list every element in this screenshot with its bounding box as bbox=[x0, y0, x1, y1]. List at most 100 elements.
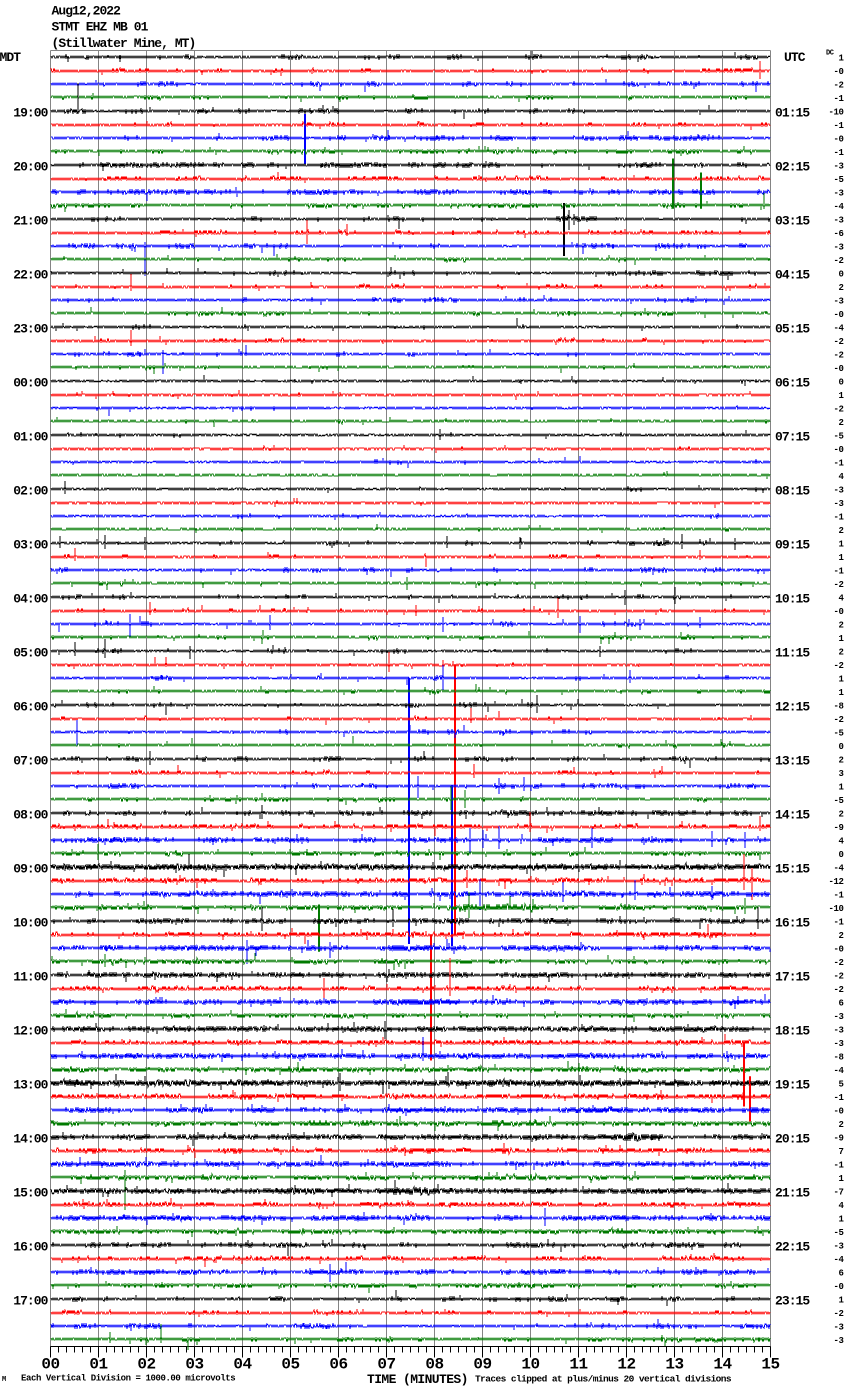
svg-text:-5: -5 bbox=[833, 1228, 843, 1238]
svg-text:4: 4 bbox=[838, 472, 844, 482]
svg-text:-0: -0 bbox=[833, 445, 843, 455]
svg-text:4: 4 bbox=[838, 837, 844, 847]
svg-text:21:15: 21:15 bbox=[775, 1186, 810, 1201]
svg-text:-0: -0 bbox=[833, 135, 843, 145]
svg-text:-3: -3 bbox=[833, 1012, 843, 1022]
svg-text:4: 4 bbox=[838, 1201, 844, 1211]
svg-text:00:00: 00:00 bbox=[13, 376, 48, 391]
svg-text:1: 1 bbox=[838, 540, 844, 550]
svg-text:10:15: 10:15 bbox=[775, 592, 810, 607]
svg-text:03: 03 bbox=[185, 1356, 203, 1374]
svg-text:-2: -2 bbox=[833, 81, 843, 91]
svg-text:-0: -0 bbox=[833, 945, 843, 955]
svg-text:07:15: 07:15 bbox=[775, 430, 810, 445]
svg-text:-10: -10 bbox=[828, 108, 843, 118]
svg-text:2: 2 bbox=[838, 283, 843, 293]
svg-text:21:00: 21:00 bbox=[13, 214, 48, 229]
svg-text:-2: -2 bbox=[833, 256, 843, 266]
svg-text:-1: -1 bbox=[833, 1093, 844, 1103]
svg-text:-2: -2 bbox=[833, 337, 843, 347]
svg-text:05: 05 bbox=[281, 1356, 299, 1374]
svg-text:23:00: 23:00 bbox=[13, 322, 48, 337]
svg-text:13:00: 13:00 bbox=[13, 1078, 48, 1093]
svg-text:-3: -3 bbox=[833, 1242, 843, 1252]
svg-text:14:15: 14:15 bbox=[775, 808, 810, 823]
svg-text:-1: -1 bbox=[833, 121, 844, 131]
svg-text:-3: -3 bbox=[833, 243, 843, 253]
svg-text:UTC: UTC bbox=[784, 50, 806, 65]
svg-text:-4: -4 bbox=[833, 1255, 844, 1265]
svg-text:16:15: 16:15 bbox=[775, 916, 810, 931]
svg-text:08:00: 08:00 bbox=[13, 808, 48, 823]
svg-text:-2: -2 bbox=[833, 580, 843, 590]
svg-text:11: 11 bbox=[569, 1356, 587, 1374]
svg-text:STMT EHZ MB 01: STMT EHZ MB 01 bbox=[52, 20, 149, 35]
svg-text:-0: -0 bbox=[833, 607, 843, 617]
svg-text:Traces clipped at plus/minus 2: Traces clipped at plus/minus 20 vertical… bbox=[475, 1374, 732, 1385]
svg-text:-8: -8 bbox=[833, 1053, 843, 1063]
svg-text:01:15: 01:15 bbox=[775, 106, 810, 121]
svg-text:13:15: 13:15 bbox=[775, 754, 810, 769]
svg-text:-4: -4 bbox=[833, 324, 844, 334]
svg-text:1: 1 bbox=[838, 688, 844, 698]
svg-text:-10: -10 bbox=[828, 904, 843, 914]
svg-text:-3: -3 bbox=[833, 1026, 843, 1036]
svg-text:-2: -2 bbox=[833, 1309, 843, 1319]
svg-text:06:15: 06:15 bbox=[775, 376, 810, 391]
svg-text:11:15: 11:15 bbox=[775, 646, 810, 661]
svg-text:-0: -0 bbox=[833, 1282, 843, 1292]
svg-text:-9: -9 bbox=[833, 823, 843, 833]
svg-text:18:15: 18:15 bbox=[775, 1024, 810, 1039]
svg-text:-3: -3 bbox=[833, 1336, 843, 1346]
svg-text:1: 1 bbox=[838, 675, 844, 685]
svg-text:15: 15 bbox=[761, 1356, 779, 1374]
svg-text:2: 2 bbox=[838, 756, 843, 766]
svg-text:04:00: 04:00 bbox=[13, 592, 48, 607]
svg-text:-3: -3 bbox=[833, 1323, 843, 1333]
svg-text:2: 2 bbox=[838, 648, 843, 658]
svg-text:06: 06 bbox=[329, 1356, 347, 1374]
svg-text:MDT: MDT bbox=[0, 50, 21, 65]
svg-text:20:00: 20:00 bbox=[13, 160, 48, 175]
svg-text:Each Vertical Division = 1000.: Each Vertical Division = 1000.00 microvo… bbox=[21, 1374, 235, 1384]
svg-text:-2: -2 bbox=[833, 405, 843, 415]
svg-text:15:00: 15:00 bbox=[13, 1186, 48, 1201]
svg-text:1: 1 bbox=[838, 634, 844, 644]
svg-text:23:15: 23:15 bbox=[775, 1294, 810, 1309]
svg-text:-6: -6 bbox=[833, 229, 843, 239]
svg-text:1: 1 bbox=[838, 1215, 844, 1225]
svg-text:-3: -3 bbox=[833, 162, 843, 172]
svg-text:Aug12,2022: Aug12,2022 bbox=[52, 4, 122, 19]
svg-text:12: 12 bbox=[617, 1356, 635, 1374]
svg-text:-4: -4 bbox=[833, 1066, 844, 1076]
svg-text:-0: -0 bbox=[833, 364, 843, 374]
svg-text:-2: -2 bbox=[833, 351, 843, 361]
svg-text:22:00: 22:00 bbox=[13, 268, 48, 283]
svg-text:-3: -3 bbox=[833, 499, 843, 509]
svg-text:M: M bbox=[2, 1376, 6, 1384]
svg-text:05:00: 05:00 bbox=[13, 646, 48, 661]
svg-text:-1: -1 bbox=[833, 567, 844, 577]
svg-text:12:15: 12:15 bbox=[775, 700, 810, 715]
svg-text:-2: -2 bbox=[833, 958, 843, 968]
svg-text:17:00: 17:00 bbox=[13, 1294, 48, 1309]
svg-text:5: 5 bbox=[838, 1080, 843, 1090]
svg-text:1: 1 bbox=[838, 391, 844, 401]
svg-text:-2: -2 bbox=[833, 715, 843, 725]
svg-text:-3: -3 bbox=[833, 189, 843, 199]
svg-text:1: 1 bbox=[838, 1296, 844, 1306]
svg-text:1: 1 bbox=[838, 553, 844, 563]
svg-text:02:15: 02:15 bbox=[775, 160, 810, 175]
svg-text:-0: -0 bbox=[833, 310, 843, 320]
svg-text:20:15: 20:15 bbox=[775, 1132, 810, 1147]
svg-text:-1: -1 bbox=[833, 94, 844, 104]
svg-text:19:00: 19:00 bbox=[13, 106, 48, 121]
svg-text:07: 07 bbox=[377, 1356, 395, 1374]
svg-text:-2: -2 bbox=[833, 972, 843, 982]
svg-text:2: 2 bbox=[838, 621, 843, 631]
svg-text:-3: -3 bbox=[833, 486, 843, 496]
svg-text:6: 6 bbox=[838, 1269, 843, 1279]
svg-text:19:15: 19:15 bbox=[775, 1078, 810, 1093]
svg-text:2: 2 bbox=[838, 526, 843, 536]
svg-text:0: 0 bbox=[838, 850, 843, 860]
